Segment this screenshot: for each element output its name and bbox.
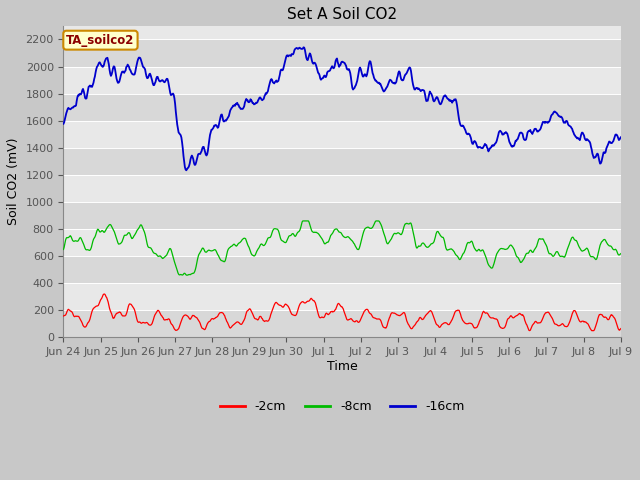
- X-axis label: Time: Time: [327, 360, 358, 373]
- Bar: [63, 202, 621, 229]
- Bar: [63, 67, 621, 94]
- Title: Set A Soil CO2: Set A Soil CO2: [287, 7, 397, 22]
- Bar: [63, 120, 621, 148]
- Bar: [63, 148, 621, 175]
- Bar: [63, 94, 621, 120]
- Bar: [63, 283, 621, 311]
- Y-axis label: Soil CO2 (mV): Soil CO2 (mV): [7, 138, 20, 226]
- Bar: [63, 256, 621, 283]
- Legend: -2cm, -8cm, -16cm: -2cm, -8cm, -16cm: [215, 396, 470, 419]
- Bar: [63, 311, 621, 337]
- Text: TA_soilco2: TA_soilco2: [67, 34, 134, 47]
- Bar: [63, 229, 621, 256]
- Bar: [63, 175, 621, 202]
- Bar: [63, 39, 621, 67]
